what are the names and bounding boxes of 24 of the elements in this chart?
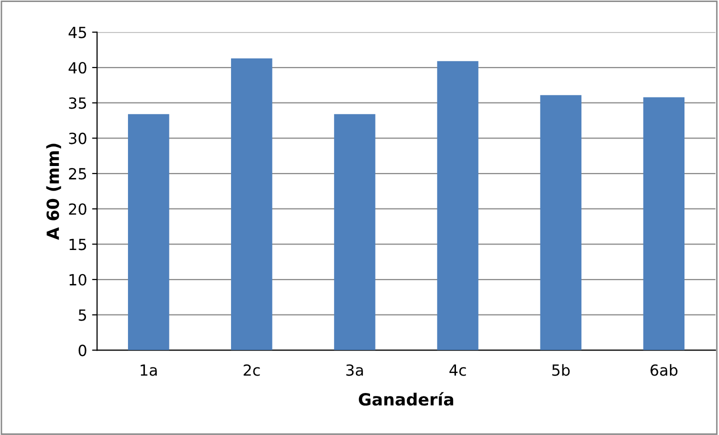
bar (128, 114, 170, 350)
y-tick-label: 20 (69, 203, 86, 215)
x-tick-label: 2c (244, 364, 260, 376)
y-tick-label: 30 (69, 132, 86, 144)
y-tick-label: 45 (68, 26, 86, 38)
bar (540, 95, 582, 350)
x-tick-label: 6ab (650, 364, 678, 376)
bar (437, 61, 478, 350)
x-tick-label: 3a (346, 364, 363, 376)
x-axis-title: Ganadería (358, 392, 454, 406)
y-tick-label: 40 (68, 62, 86, 74)
y-tick-label: 25 (69, 168, 86, 180)
y-tick-label: 0 (78, 344, 86, 356)
bar (334, 114, 376, 350)
bar (231, 58, 272, 350)
y-tick-label: 10 (70, 274, 86, 286)
x-tick-label: 5b (552, 364, 570, 376)
y-tick-label: 35 (69, 97, 86, 109)
y-axis-title: A 60 (mm) (46, 144, 62, 240)
x-tick-label: 4c (449, 364, 466, 376)
x-tick-label: 1a (140, 364, 157, 376)
y-tick-label: 5 (78, 310, 86, 321)
bar (643, 97, 684, 350)
y-tick-label: 15 (70, 238, 86, 250)
